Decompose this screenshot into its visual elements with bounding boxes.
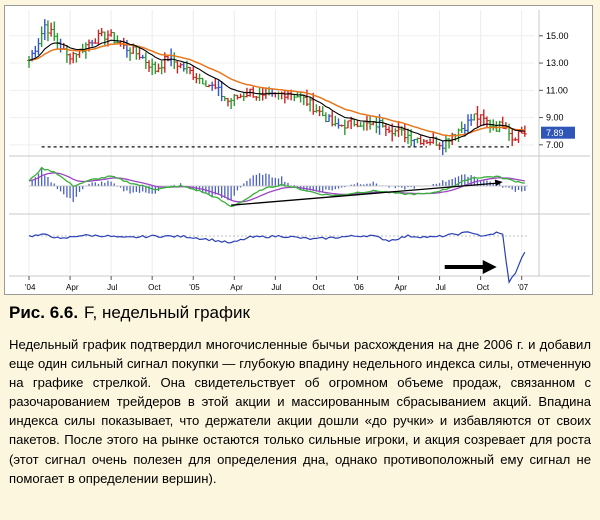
x-tick-label: Apr: [230, 283, 243, 292]
x-tick-label: '05: [189, 283, 200, 292]
y-tick-label: 9.00: [546, 113, 564, 123]
price-bar: [342, 119, 347, 136]
price-bar: [254, 96, 259, 101]
price-bar: [216, 80, 221, 97]
macd-signal-line: [28, 172, 525, 203]
x-tick-label: Oct: [477, 283, 490, 292]
body-paragraph: Недельный график подтвердил многочисленн…: [9, 337, 591, 486]
price-bar: [169, 48, 174, 67]
price-bar: [314, 104, 319, 113]
price-bar: [203, 80, 208, 87]
divergence-arrowhead: [494, 179, 503, 186]
price-bar: [140, 54, 145, 59]
price-bar: [52, 21, 57, 41]
figure-caption: Рис. 6.6. F, недельный график: [9, 303, 594, 323]
price-bar: [232, 94, 237, 107]
x-tick-label: Apr: [395, 283, 408, 292]
price-bar: [39, 26, 44, 48]
price-bar: [219, 81, 224, 102]
price-bar: [191, 66, 196, 80]
price-bar: [424, 139, 429, 144]
last-price-label: 7.89: [546, 128, 564, 138]
price-bar: [36, 38, 41, 56]
y-tick-label: 15.00: [546, 31, 569, 41]
price-bar: [478, 114, 483, 126]
price-bar: [484, 116, 489, 128]
price-bar: [134, 45, 139, 60]
price-bar: [336, 118, 341, 129]
x-tick-label: Jul: [107, 283, 117, 292]
price-bar: [374, 117, 379, 134]
price-bar: [58, 38, 63, 53]
price-bar: [402, 123, 407, 143]
price-bar: [178, 62, 183, 69]
price-bar: [64, 44, 69, 63]
price-bar: [42, 19, 47, 41]
x-tick-label: '07: [518, 283, 529, 292]
x-tick-label: Apr: [66, 283, 79, 292]
price-bar: [510, 129, 515, 147]
price-bar: [513, 137, 518, 141]
price-bar: [96, 29, 101, 46]
price-bar: [45, 20, 50, 42]
price-bar: [345, 120, 350, 129]
price-bar: [147, 60, 152, 72]
price-bar: [320, 106, 325, 117]
x-tick-label: Jul: [271, 283, 281, 292]
figure-label: Рис. 6.6.: [9, 303, 79, 322]
price-bar: [443, 135, 448, 153]
price-bar: [128, 47, 133, 61]
slow-ema-line: [28, 43, 525, 137]
price-bar: [387, 126, 392, 134]
price-bar: [522, 125, 527, 137]
x-tick-label: Oct: [312, 283, 325, 292]
y-tick-label: 11.00: [546, 85, 568, 95]
y-tick-label: 13.00: [546, 58, 569, 68]
divergence-line: [231, 182, 499, 206]
x-tick-label: Oct: [148, 283, 161, 292]
macd-line: [28, 166, 525, 208]
price-bar: [150, 58, 155, 76]
price-bar: [352, 118, 357, 127]
price-bar: [200, 77, 205, 85]
x-tick-label: '06: [353, 283, 364, 292]
price-bar: [115, 35, 120, 44]
price-bar: [412, 138, 417, 148]
weekly-chart: 15.00 13.00 11.00 9.00 7.00 7.89 '04 Apr Jul Oct '…: [4, 5, 593, 295]
x-tick-label: Jul: [436, 283, 446, 292]
price-bar: [143, 52, 148, 69]
price-bar: [27, 56, 31, 68]
price-bar: [292, 93, 297, 102]
price-bar: [393, 128, 398, 137]
force-arrow-head: [482, 260, 497, 274]
price-bar: [210, 81, 215, 91]
price-bar: [225, 98, 230, 107]
price-bar: [229, 97, 234, 110]
figure-title: F, недельный график: [84, 303, 250, 322]
price-bar: [308, 96, 313, 112]
price-bar: [459, 121, 464, 133]
price-bar: [361, 121, 366, 131]
price-bar: [475, 105, 480, 128]
price-bar: [494, 121, 499, 132]
fast-ema-line: [28, 39, 525, 142]
price-bar: [112, 32, 117, 44]
force-index-line: [28, 231, 526, 284]
last-price-box: [541, 126, 575, 139]
price-bar: [282, 89, 287, 104]
chart-svg: 15.00 13.00 11.00 9.00 7.00 7.89 '04 Apr Jul Oct '…: [9, 10, 590, 292]
price-bar: [304, 89, 309, 106]
y-tick-label: 7.00: [546, 140, 564, 150]
price-bar: [285, 90, 290, 100]
price-bar: [276, 91, 281, 100]
x-tick-label: '04: [25, 283, 36, 292]
price-bar: [447, 137, 452, 149]
price-bar: [172, 52, 177, 70]
price-bar: [298, 91, 303, 103]
